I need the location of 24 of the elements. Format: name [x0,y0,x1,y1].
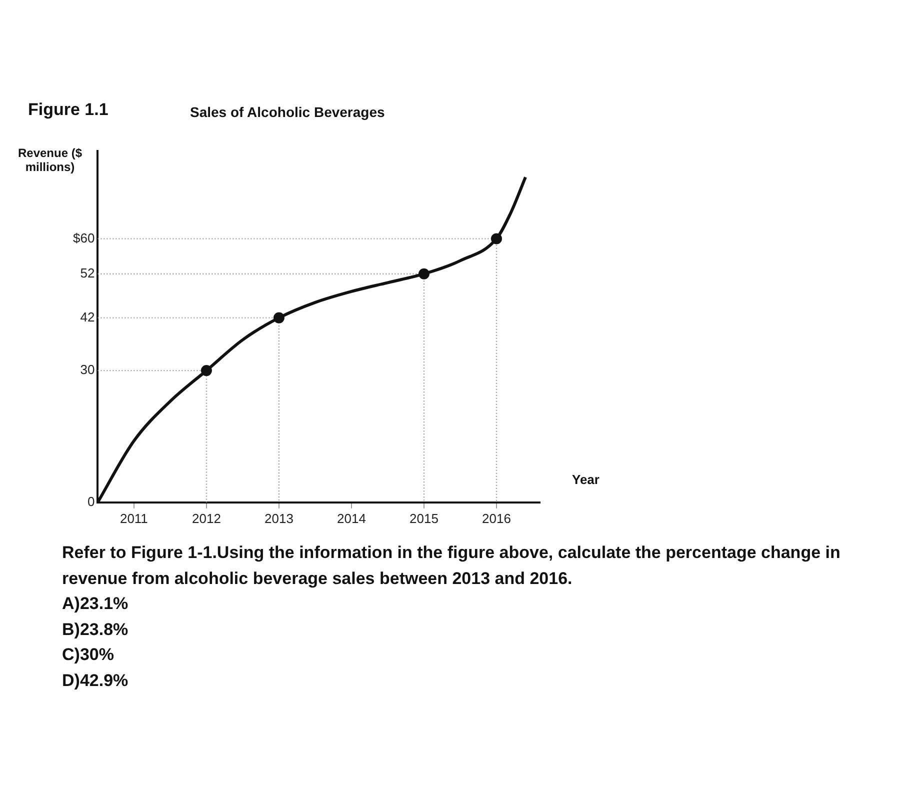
text: D)42.9% [62,670,130,692]
y-axis-title: Revenue ($ millions) [16,146,84,174]
caption: Figure 1.1 [28,100,108,120]
point [273,312,284,324]
x-axis-title: Year [572,472,600,487]
x-tick-label: 2015 [410,510,438,526]
x-tick-label: 2011 [120,510,148,526]
x-tick-label: 2014 [337,510,366,526]
y-tick-label: 30 [80,362,95,378]
text: B)23.8% [62,618,130,640]
chart-title: Sales of Alcoholic Beverages [190,104,385,120]
x-tick-label: 2012 [192,510,221,526]
x-tick-label: 2016 [482,510,511,526]
y-tick-label: $60 [72,230,95,246]
text: Refer to Figure 1-1.Using the information in the figure above, calculate the percentage change in revenue from alcoholic beverage sales between 2013 and 2016. [62,542,842,590]
y-tick-label: 52 [80,265,95,280]
text: A)23.1% [62,593,130,615]
point [418,268,430,280]
text: C)30% [62,644,115,666]
x-tick-label: 2013 [264,510,294,526]
y-tick-label: 42 [80,309,95,324]
y-tick-label: 0 [87,494,95,509]
point [200,365,212,376]
point [490,233,502,244]
